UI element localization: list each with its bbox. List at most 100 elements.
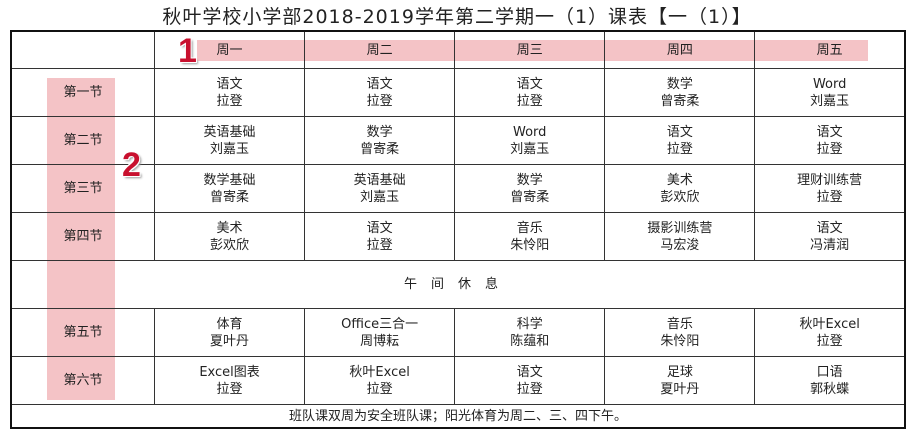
class-cell: 语文 拉登: [454, 356, 606, 405]
footer-row: 班队课双周为安全班队课；阳光体育为周二、三、四下午。: [10, 404, 906, 429]
subject: 音乐: [666, 316, 693, 332]
day-header: 周四: [604, 30, 756, 69]
subject: 语文: [816, 124, 843, 140]
corner-cell: [10, 30, 155, 69]
subject: Word: [513, 124, 547, 140]
teacher: 拉登: [366, 93, 393, 109]
class-cell: 秋叶Excel 拉登: [304, 356, 456, 405]
class-cell: 数学 曾寄柔: [304, 116, 456, 165]
class-cell: 科学 陈蕴和: [454, 308, 606, 357]
subject: Excel图表: [199, 364, 260, 380]
subject: 语文: [516, 76, 543, 92]
subject: 数学基础: [203, 172, 256, 188]
teacher: 拉登: [366, 381, 393, 397]
class-cell: 英语基础 刘嘉玉: [153, 116, 306, 165]
class-cell: 语文 拉登: [304, 212, 456, 261]
subject: Word: [812, 76, 847, 92]
subject: 英语基础: [203, 124, 256, 140]
class-cell: Excel图表 拉登: [153, 356, 306, 405]
subject: 数学: [366, 124, 393, 140]
period-cell: 第五节: [10, 308, 155, 357]
teacher: 拉登: [816, 141, 843, 157]
class-cell: 美术 彭欢欣: [604, 164, 756, 213]
subject: 英语基础: [353, 172, 406, 188]
day-header: 周三: [454, 30, 606, 69]
teacher: 拉登: [216, 381, 243, 397]
class-cell: 英语基础 刘嘉玉: [304, 164, 456, 213]
class-cell: 美术 彭欢欣: [153, 212, 306, 261]
table-row: 第三节 数学基础 曾寄柔 英语基础 刘嘉玉 数学 曾寄柔 美术 彭欢欣 理财训练营 拉登: [10, 164, 906, 213]
subject: Office三合一: [341, 316, 419, 332]
teacher: 彭欢欣: [210, 237, 250, 253]
teacher: 刘嘉玉: [810, 93, 850, 109]
teacher: 拉登: [666, 141, 693, 157]
day-label: 周三: [516, 42, 543, 58]
period-cell: 第四节: [10, 212, 155, 261]
table-row: 第五节 体育 夏叶丹 Office三合一 周博耘 科学 陈蕴和 音乐 朱怜阳 秋叶Excel 拉登: [10, 308, 906, 357]
class-cell: 秋叶Excel 拉登: [754, 308, 906, 357]
class-cell: 语文 拉登: [153, 68, 306, 117]
subject: 语文: [816, 220, 843, 236]
subject: 数学: [666, 76, 693, 92]
teacher: 刘嘉玉: [510, 141, 550, 157]
class-cell: 摄影训练营 马宏浚: [604, 212, 756, 261]
period-label: 第五节: [63, 325, 103, 340]
period-label: 第二节: [63, 133, 103, 148]
class-cell: 语文 拉登: [304, 68, 456, 117]
teacher: 拉登: [516, 381, 543, 397]
marker-2: 2: [122, 146, 141, 184]
lunch-row: 午间休息: [10, 260, 906, 309]
subject: 理财训练营: [797, 172, 863, 188]
day-label: 周一: [216, 42, 243, 58]
class-cell: 语文 冯清润: [754, 212, 906, 261]
table-row: 第二节 英语基础 刘嘉玉 数学 曾寄柔 Word 刘嘉玉 语文 拉登 语文 拉登: [10, 116, 906, 165]
period-label: 第六节: [63, 373, 103, 388]
subject: 体育: [216, 316, 243, 332]
teacher: 刘嘉玉: [210, 141, 250, 157]
teacher: 彭欢欣: [660, 189, 700, 205]
teacher: 拉登: [816, 333, 843, 349]
class-cell: 口语 郭秋蝶: [754, 356, 906, 405]
period-label: 第一节: [63, 85, 103, 100]
teacher: 郭秋蝶: [810, 381, 850, 397]
subject: 语文: [366, 220, 393, 236]
teacher: 拉登: [366, 237, 393, 253]
teacher: 曾寄柔: [210, 189, 250, 205]
marker-1: 1: [178, 32, 197, 70]
subject: 美术: [216, 220, 243, 236]
teacher: 刘嘉玉: [360, 189, 400, 205]
teacher: 冯清润: [810, 237, 850, 253]
subject: 足球: [666, 364, 693, 380]
subject: 美术: [666, 172, 693, 188]
class-cell: 语文 拉登: [754, 116, 906, 165]
table-row: 第四节 美术 彭欢欣 语文 拉登 音乐 朱怜阳 摄影训练营 马宏浚 语文 冯清润: [10, 212, 906, 261]
class-cell: 数学基础 曾寄柔: [153, 164, 306, 213]
class-cell: Word 刘嘉玉: [454, 116, 606, 165]
day-header: 周二: [304, 30, 456, 69]
period-cell: 第六节: [10, 356, 155, 405]
footer-note: 班队课双周为安全班队课；阳光体育为周二、三、四下午。: [288, 408, 627, 424]
teacher: 夏叶丹: [210, 333, 250, 349]
subject: 摄影训练营: [647, 220, 713, 236]
day-header: 周一: [153, 30, 306, 69]
subject: 语文: [516, 364, 543, 380]
day-label: 周二: [366, 42, 393, 58]
teacher: 拉登: [816, 189, 843, 205]
class-cell: 数学 曾寄柔: [604, 68, 756, 117]
table-row: 第六节 Excel图表 拉登 秋叶Excel 拉登 语文 拉登 足球 夏叶丹 口语 郭秋蝶: [10, 356, 906, 405]
class-cell: 足球 夏叶丹: [604, 356, 756, 405]
teacher: 拉登: [516, 93, 543, 109]
subject: 口语: [816, 364, 843, 380]
teacher: 朱怜阳: [510, 237, 550, 253]
class-cell: 音乐 朱怜阳: [454, 212, 606, 261]
table-row: 第一节 语文 拉登 语文 拉登 语文 拉登 数学 曾寄柔 Word 刘嘉玉: [10, 68, 906, 117]
subject: 语文: [216, 76, 243, 92]
teacher: 马宏浚: [660, 237, 700, 253]
class-cell: 数学 曾寄柔: [454, 164, 606, 213]
subject: 音乐: [516, 220, 543, 236]
teacher: 夏叶丹: [660, 381, 700, 397]
teacher: 周博耘: [360, 333, 400, 349]
class-cell: Word 刘嘉玉: [754, 68, 906, 117]
subject: 语文: [666, 124, 693, 140]
period-label: 第四节: [63, 229, 103, 244]
